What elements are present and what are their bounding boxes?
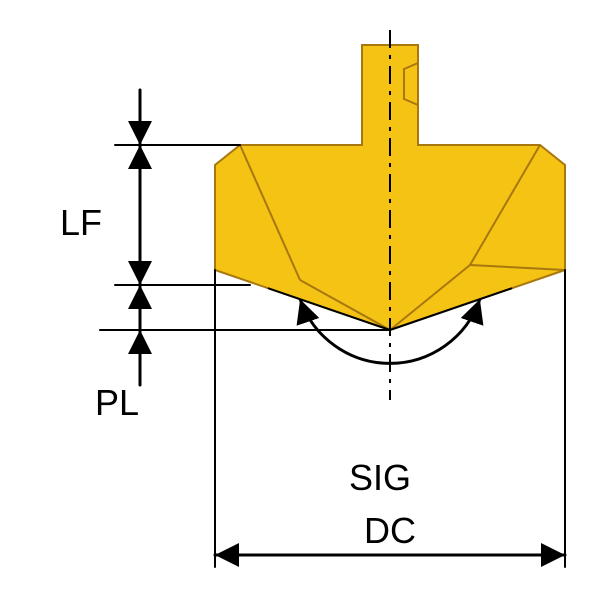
lf-label: LF	[60, 202, 102, 243]
technical-drawing: LF PL SIG DC	[0, 0, 600, 600]
dc-label: DC	[364, 510, 416, 551]
sig-label: SIG	[349, 457, 411, 498]
pl-label: PL	[95, 382, 139, 423]
